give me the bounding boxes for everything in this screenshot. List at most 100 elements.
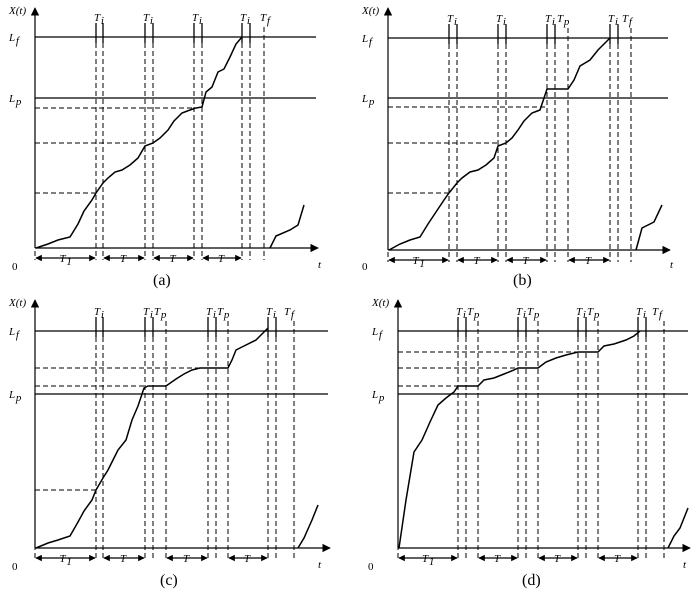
ti-label-subscript: i [247, 15, 250, 27]
interval-label-t: T [474, 255, 481, 267]
ti-label-subscript: i [150, 15, 153, 27]
degradation-path [388, 37, 611, 251]
lp-label-subscript: p [15, 392, 22, 404]
tf-label-symbol: T [260, 12, 267, 24]
lp-label-symbol: L [361, 93, 368, 105]
tp-label-symbol: T [527, 306, 534, 318]
ti-label-subscript: i [101, 309, 104, 321]
ti-label-symbol: T [516, 306, 523, 318]
ti-label-subscript: i [503, 16, 506, 28]
ti-label-symbol: T [94, 306, 101, 318]
panel-caption: (c) [160, 572, 178, 589]
interval-label-t1-symbol: T [60, 553, 67, 565]
interval-label-t: T [183, 553, 190, 565]
lf-label-subscript: f [379, 329, 384, 341]
interval-label-t1-symbol: T [422, 553, 429, 565]
panel-caption: (a) [153, 272, 171, 289]
lp-label-subscript: p [378, 392, 385, 404]
interval-label-t1-symbol: T [413, 255, 420, 267]
tf-label-symbol: T [652, 306, 659, 318]
x-axis-label: t [683, 559, 687, 571]
lf-label-subscript: f [16, 35, 21, 47]
panel-caption: (b) [513, 272, 532, 289]
interval-label-t1-subscript: 1 [429, 556, 435, 568]
degradation-path [35, 36, 243, 249]
tp-label-symbol: T [217, 306, 224, 318]
x-axis-label: t [670, 259, 674, 271]
interval-label-t: T [244, 553, 251, 565]
tp-label-symbol: T [587, 306, 594, 318]
ti-label-subscript: i [583, 309, 586, 321]
ti-label-subscript: i [273, 309, 276, 321]
lf-label-subscript: f [16, 329, 21, 341]
ti-label-symbol: T [192, 12, 199, 24]
ti-label-symbol: T [143, 306, 150, 318]
ti-label-symbol: T [240, 12, 247, 24]
tp-label-subscript: p [473, 309, 480, 321]
ti-label-subscript: i [643, 309, 646, 321]
interval-label-t: T [120, 553, 127, 565]
ti-label-subscript: i [150, 309, 153, 321]
lp-label-symbol: L [8, 93, 15, 105]
degradation-path [297, 504, 319, 549]
tp-label-subscript: p [160, 309, 167, 321]
y-axis-label: X(t) [8, 297, 26, 309]
tf-label-symbol: T [622, 13, 629, 25]
lf-label-symbol: L [8, 326, 15, 338]
ti-label-symbol: T [545, 13, 552, 25]
lf-label-symbol: L [361, 33, 368, 45]
interval-label-t: T [170, 253, 177, 265]
tp-label-symbol: T [557, 13, 564, 25]
origin-label: 0 [362, 261, 368, 273]
tp-label-subscript: p [563, 16, 570, 28]
interval-label-t1-subscript: 1 [419, 258, 425, 270]
ti-label-symbol: T [576, 306, 583, 318]
interval-label-t: T [120, 253, 127, 265]
tf-label-subscript: f [267, 15, 272, 27]
interval-label-t: T [614, 553, 621, 565]
y-axis-label: X(t) [361, 5, 379, 17]
interval-label-t: T [585, 255, 592, 267]
panel-caption: (d) [522, 572, 541, 589]
interval-label-t1-subscript: 1 [66, 556, 72, 568]
origin-label: 0 [368, 561, 374, 573]
tp-label-symbol: T [467, 306, 474, 318]
interval-label-t: T [554, 553, 561, 565]
degradation-path [35, 327, 269, 549]
lf-label-symbol: L [371, 326, 378, 338]
origin-label: 0 [12, 261, 18, 273]
tp-label-symbol: T [154, 306, 161, 318]
interval-label-t: T [218, 253, 225, 265]
ti-label-subscript: i [454, 16, 457, 28]
ti-label-symbol: T [94, 12, 101, 24]
lf-label-symbol: L [8, 32, 15, 44]
degradation-path [667, 507, 689, 549]
ti-label-symbol: T [143, 12, 150, 24]
tf-label-symbol: T [284, 306, 291, 318]
x-axis-label: t [318, 259, 322, 271]
lp-label-subscript: p [368, 96, 375, 108]
y-axis-label: X(t) [371, 297, 389, 309]
